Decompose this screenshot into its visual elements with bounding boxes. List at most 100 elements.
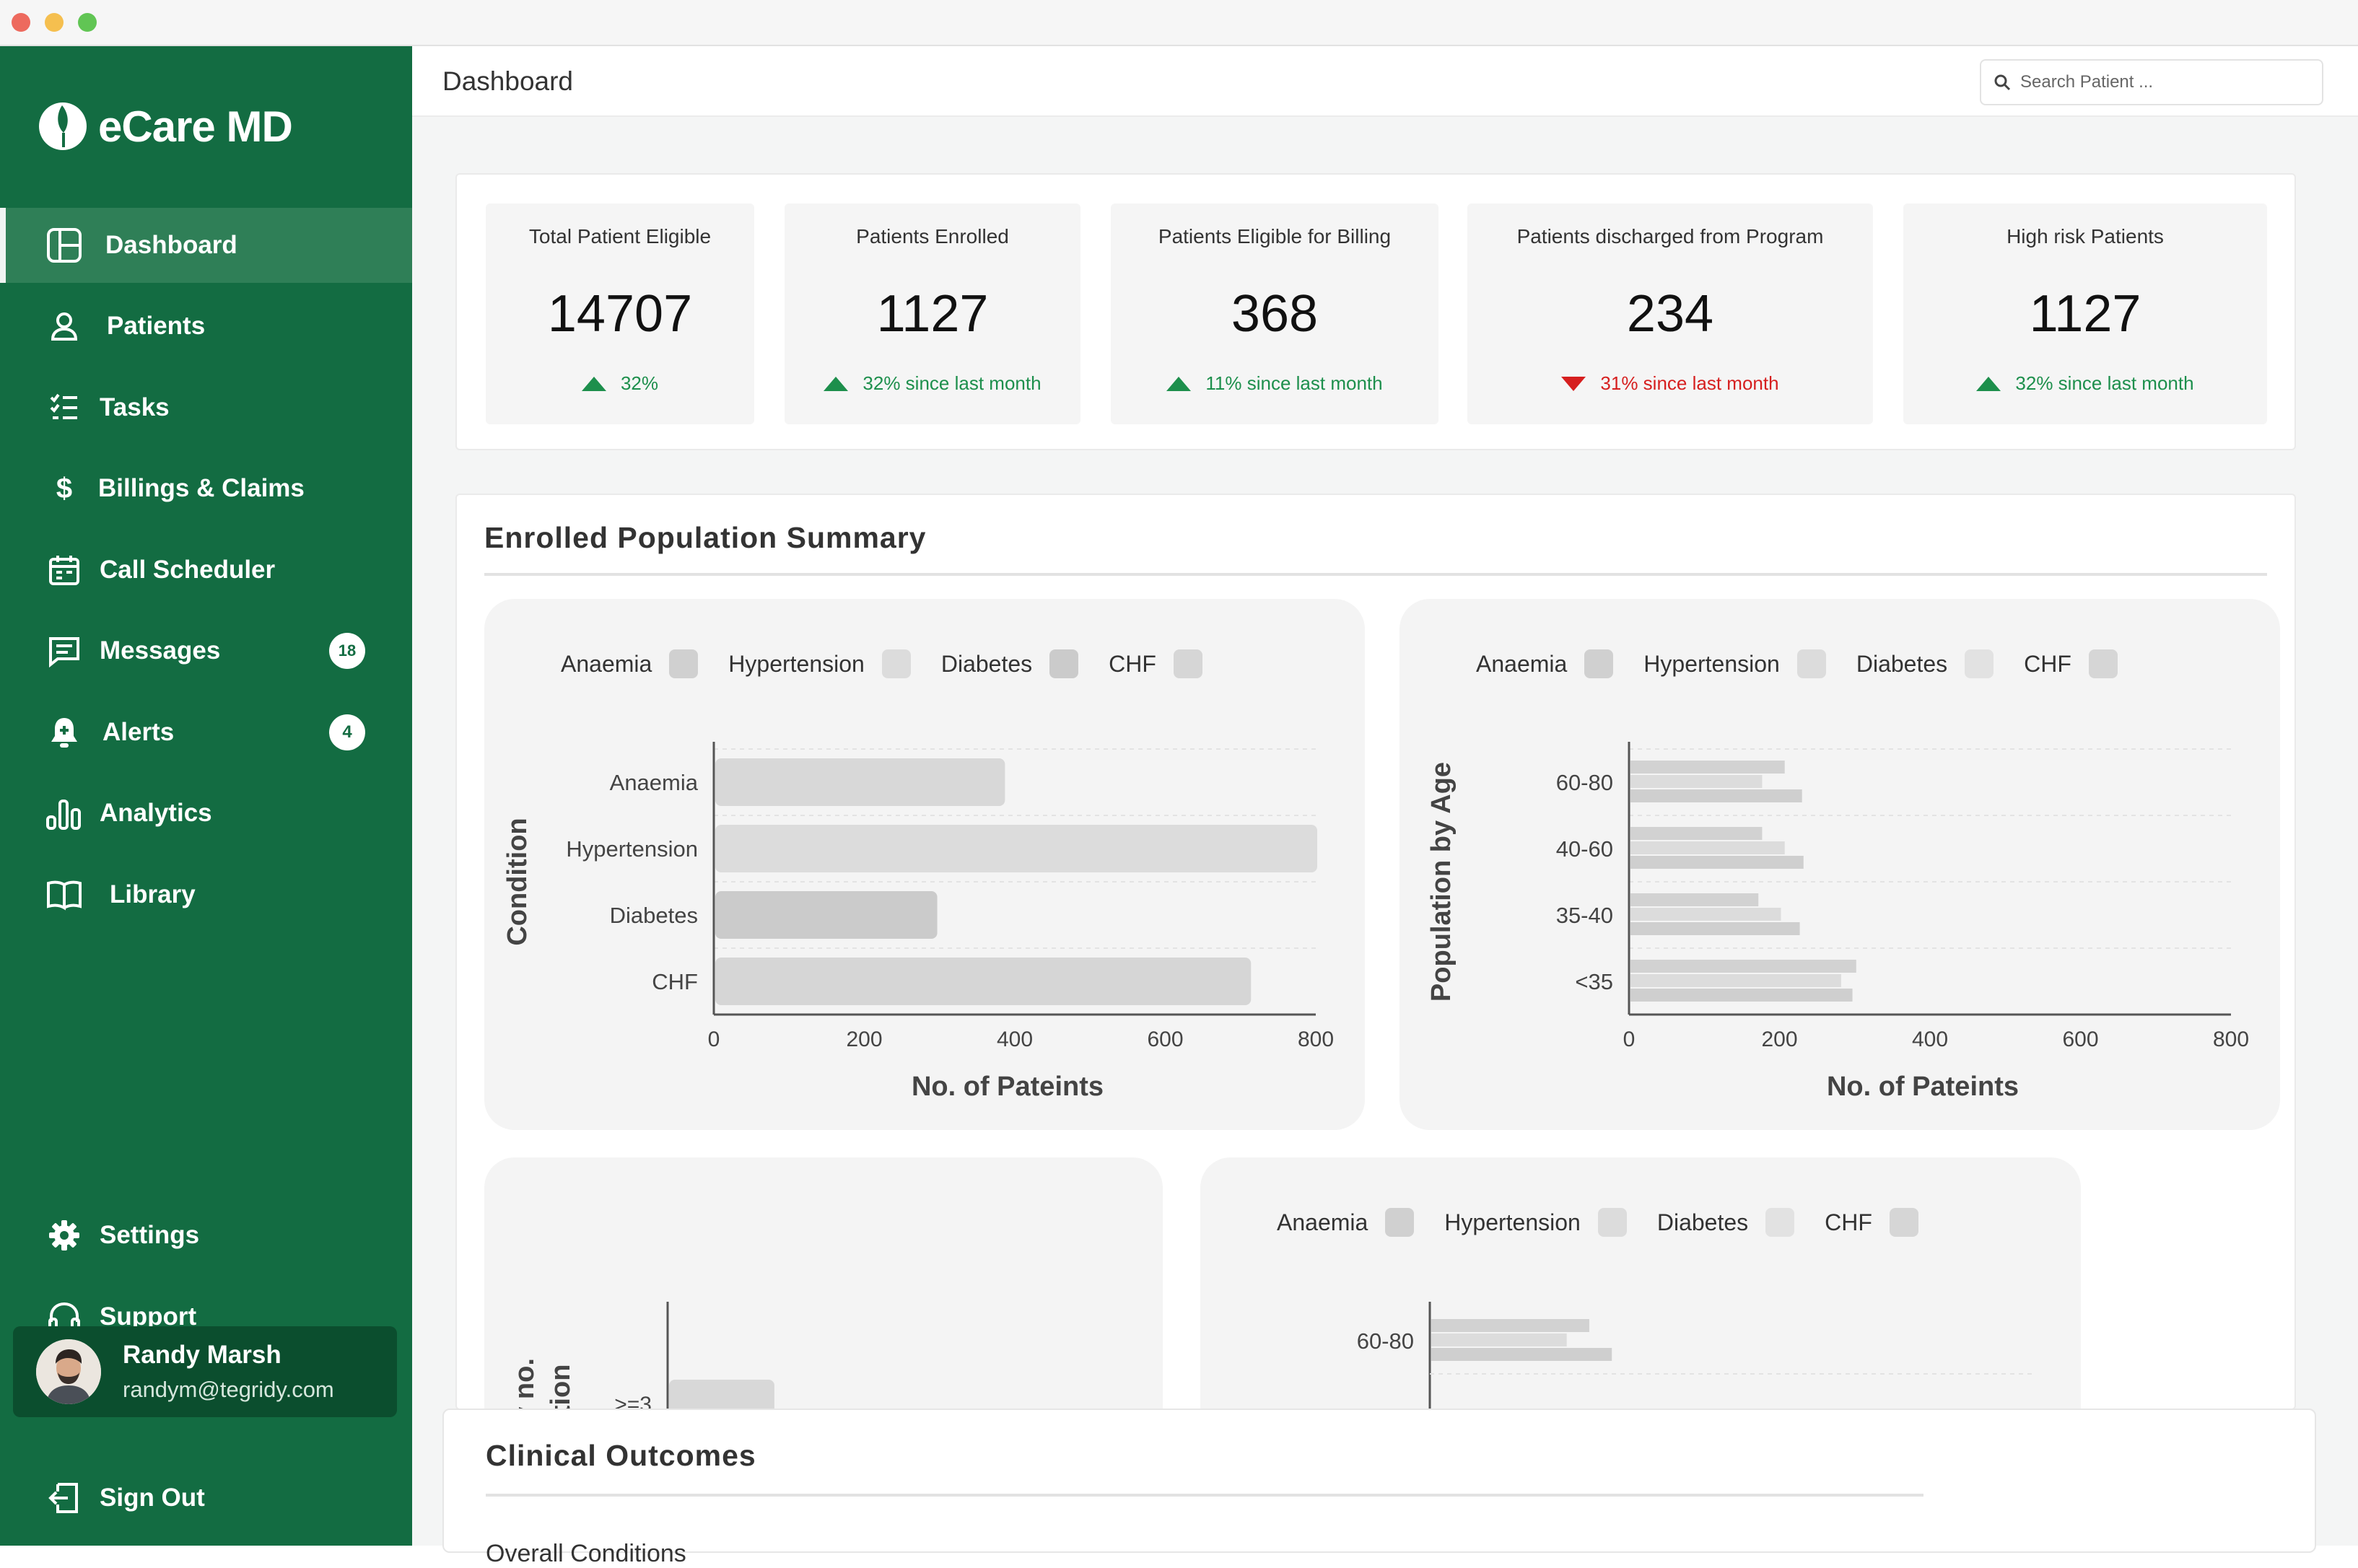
- category-label: <35: [1575, 969, 1613, 994]
- stat-trend-text: 32% since last month: [2015, 372, 2194, 394]
- sidebar-item-support[interactable]: Support: [0, 1279, 412, 1354]
- sidebar-item-label: Library: [110, 880, 196, 908]
- legend-item-anaemia[interactable]: Anaemia: [561, 649, 699, 678]
- dashboard-icon: [45, 226, 84, 265]
- stat-card-high-risk[interactable]: High risk Patients 1127 32% since last m…: [1903, 203, 2267, 424]
- x-tick-label: 0: [708, 1028, 720, 1051]
- sidebar-item-billings[interactable]: $ Billings & Claims: [0, 451, 412, 526]
- search-input[interactable]: [2020, 72, 2309, 92]
- close-window-button[interactable]: [12, 13, 30, 32]
- stat-trend-text: 32% since last month: [863, 372, 1042, 394]
- calendar-icon: [45, 551, 84, 590]
- legend-swatch: [669, 649, 699, 678]
- legend-item-anaemia[interactable]: Anaemia: [1476, 649, 1614, 678]
- sidebar-item-analytics[interactable]: Analytics: [0, 776, 412, 851]
- legend-item-chf[interactable]: CHF: [1825, 1208, 1918, 1237]
- legend-item-diabetes[interactable]: Diabetes: [1656, 1208, 1795, 1237]
- sidebar-item-label: Alerts: [102, 718, 175, 746]
- sidebar-item-dashboard[interactable]: Dashboard: [0, 208, 412, 283]
- stat-value: 368: [1231, 285, 1319, 343]
- x-tick-label: 600: [1147, 1028, 1183, 1051]
- sidebar-item-label: Patients: [107, 312, 206, 340]
- bar-diabetes: [1630, 789, 1802, 802]
- category-label: >=3: [614, 1393, 652, 1410]
- sidebar-item-call-scheduler[interactable]: Call Scheduler: [0, 533, 412, 608]
- bar-diabetes: [1630, 856, 1804, 869]
- sidebar-item-tasks[interactable]: Tasks: [0, 370, 412, 445]
- trend-up-icon: [824, 376, 849, 391]
- category-label: 35-40: [1556, 903, 1613, 928]
- gear-icon: [45, 1216, 84, 1255]
- page-title: Dashboard: [442, 66, 574, 96]
- bar-hypertension: [1630, 974, 1841, 987]
- legend-label: Hypertension: [1444, 1209, 1581, 1235]
- stat-trend: 11% since last month: [1111, 372, 1438, 395]
- legend-swatch: [1889, 1208, 1918, 1237]
- stat-card-billing-eligible[interactable]: Patients Eligible for Billing 368 11% si…: [1111, 203, 1438, 424]
- x-tick-label: 200: [846, 1028, 882, 1051]
- legend-label: Diabetes: [940, 650, 1033, 677]
- legend-item-hypertension[interactable]: Hypertension: [1444, 1208, 1627, 1237]
- age-bar-chart: 60-80 40-60 35-40 <35 0 200 400 600 800 No. of Pa…: [1426, 742, 2249, 1102]
- stat-trend-text: 32%: [620, 372, 659, 394]
- section-divider: [484, 573, 2267, 576]
- legend-label: Diabetes: [1856, 650, 1948, 677]
- bar-chf: [715, 958, 1252, 1005]
- clinical-outcomes-section: Clinical Outcomes Overall Conditions: [442, 1409, 2316, 1567]
- stat-card-discharged[interactable]: Patients discharged from Program 234 31%…: [1467, 203, 1873, 424]
- sidebar-item-label: Billings & Claims: [98, 474, 305, 502]
- sidebar-item-settings[interactable]: Settings: [0, 1198, 412, 1273]
- stat-trend: 32%: [486, 372, 754, 395]
- legend-item-hypertension[interactable]: Hypertension: [1643, 649, 1826, 678]
- legend-item-diabetes[interactable]: Diabetes: [940, 649, 1079, 678]
- sidebar-item-patients[interactable]: Patients: [0, 289, 412, 364]
- outcomes-subtitle: Overall Conditions: [486, 1540, 686, 1567]
- maximize-window-button[interactable]: [78, 13, 97, 32]
- checklist-icon: [45, 388, 84, 427]
- x-axis-title: No. of Pateints: [1827, 1072, 2019, 1102]
- sidebar-item-library[interactable]: Library: [0, 857, 412, 932]
- bar-gte3: [669, 1380, 774, 1409]
- bar-anaemia: [1630, 827, 1763, 840]
- search-icon: [1994, 74, 2011, 91]
- legend-item-anaemia[interactable]: Anaemia: [1277, 1208, 1415, 1237]
- legend-item-chf[interactable]: CHF: [2024, 649, 2118, 678]
- stat-card-enrolled[interactable]: Patients Enrolled 1127 32% since last mo…: [785, 203, 1080, 424]
- search-box[interactable]: [1980, 59, 2323, 105]
- y-axis-title: Condition: [502, 818, 533, 945]
- signout-button[interactable]: Sign Out: [0, 1460, 412, 1536]
- sign-out-icon: [45, 1479, 84, 1517]
- stat-value: 1127: [2029, 285, 2141, 343]
- stat-card-total-eligible[interactable]: Total Patient Eligible 14707 32%: [486, 203, 754, 424]
- minimize-window-button[interactable]: [45, 13, 64, 32]
- stat-label: Patients Eligible for Billing: [1158, 225, 1392, 248]
- legend-item-diabetes[interactable]: Diabetes: [1856, 649, 1994, 678]
- x-tick-label: 600: [2062, 1028, 2098, 1051]
- y-axis-title: dition: [546, 1365, 576, 1410]
- stat-value: 1127: [876, 285, 989, 343]
- y-axis-title: Population by Age: [1426, 762, 1457, 1002]
- bar-anaemia: [715, 758, 1005, 806]
- x-tick-label: 400: [1912, 1028, 1948, 1051]
- category-label: CHF: [652, 969, 698, 994]
- sidebar-item-label: Dashboard: [105, 231, 237, 259]
- bar-hypertension: [715, 825, 1317, 872]
- sidebar-item-messages[interactable]: Messages 18: [0, 613, 412, 688]
- legend-item-chf[interactable]: CHF: [1109, 649, 1202, 678]
- legend-item-hypertension[interactable]: Hypertension: [728, 649, 911, 678]
- x-tick-label: 800: [1298, 1028, 1334, 1051]
- legend-label: Diabetes: [1656, 1209, 1749, 1235]
- x-tick-label: 800: [2213, 1028, 2249, 1051]
- category-label: 40-60: [1556, 836, 1613, 862]
- x-tick-label: 400: [997, 1028, 1033, 1051]
- app-logo[interactable]: eCare MD: [38, 101, 293, 152]
- legend-label: Hypertension: [1643, 650, 1780, 677]
- chart-legend: Anaemia Hypertension Diabetes CHF: [1476, 649, 2148, 678]
- user-profile-card[interactable]: Randy Marsh randym@tegridy.com: [13, 1326, 397, 1417]
- sidebar-item-alerts[interactable]: Alerts 4: [0, 695, 412, 770]
- category-label: 60-80: [1556, 770, 1613, 795]
- x-tick-label: 0: [1623, 1028, 1636, 1051]
- stat-label: High risk Patients: [2007, 225, 2164, 248]
- age-chart-card-2: Anaemia Hypertension Diabetes CHF 60-804…: [1200, 1157, 2081, 1409]
- legend-swatch: [1385, 1208, 1415, 1237]
